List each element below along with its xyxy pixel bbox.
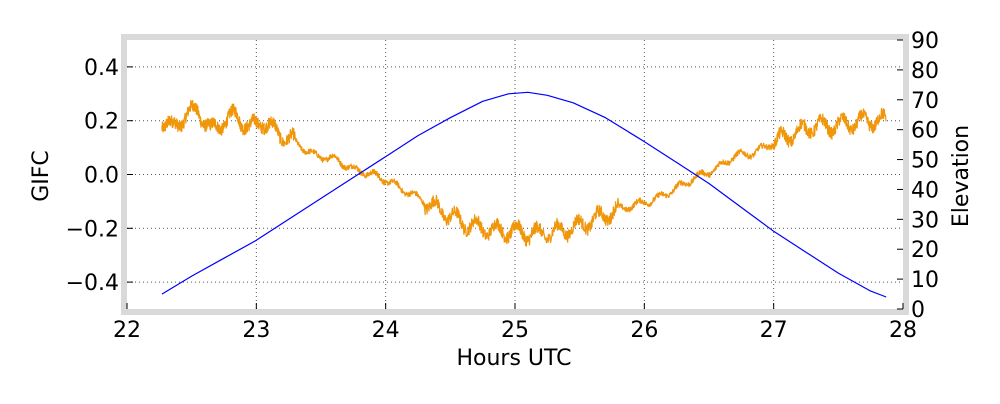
- series-line-1: [161, 99, 887, 247]
- y-axis-label: GIFC: [29, 150, 54, 202]
- series-layer: [161, 91, 887, 298]
- y2-tick-label: 40: [911, 178, 939, 203]
- y-tick-label: 0.2: [84, 110, 119, 135]
- x-tick-label: 26: [630, 318, 658, 343]
- x-tick-label: 28: [889, 318, 917, 343]
- y2-axis-label: Elevation: [949, 125, 974, 227]
- x-axis-label: Hours UTC: [456, 346, 571, 371]
- y2-tick-label: 30: [911, 208, 939, 233]
- y2-tick-label: 90: [911, 29, 939, 54]
- y2-tick-label: 0: [911, 298, 925, 323]
- x-tick-label: 27: [760, 318, 788, 343]
- y-tick-label: 0.4: [84, 56, 119, 81]
- x-tick-label: 22: [113, 318, 141, 343]
- y-tick-label: −0.4: [66, 271, 119, 296]
- y-tick-label: 0.0: [84, 164, 119, 189]
- y2-tick-label: 80: [911, 59, 939, 84]
- y2-tick-label: 70: [911, 89, 939, 114]
- grid-layer: [127, 40, 903, 309]
- y2-tick-label: 60: [911, 119, 939, 144]
- y-tick-label: −0.2: [66, 217, 119, 242]
- plot-frame: [121, 34, 909, 315]
- y2-tick-label: 50: [911, 149, 939, 174]
- plot-border: [121, 34, 909, 315]
- y2-tick-label: 10: [911, 268, 939, 293]
- x-tick-label: 23: [242, 318, 270, 343]
- x-tick-label: 24: [372, 318, 400, 343]
- x-tick-label: 25: [501, 318, 529, 343]
- series-line-2: [161, 91, 887, 298]
- y2-tick-label: 20: [911, 238, 939, 263]
- tick-layer: 22 23 24 25 26 27 28 −0.4 −0.2 0.0 0.2 0.4 0 10 20 30 40…: [66, 29, 939, 343]
